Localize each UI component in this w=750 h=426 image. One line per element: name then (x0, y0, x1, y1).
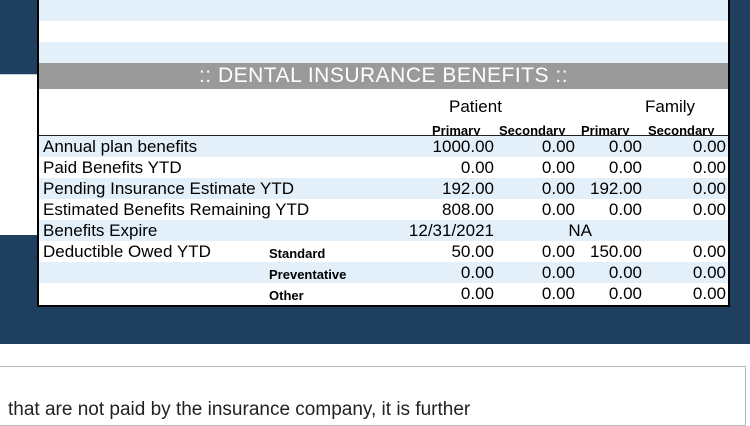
patient-secondary-value: 0.00 (541, 242, 575, 261)
patient-primary-header: Primary (432, 123, 481, 138)
patient-primary-value: 12/31/2021 (408, 221, 494, 240)
patient-header: Patient (449, 97, 502, 116)
benefits-table: Patient Family Primary Secondary Primary… (39, 96, 728, 304)
patient-secondary-value: 0.00 (541, 263, 575, 282)
patient-secondary-value: 0.00 (541, 158, 575, 177)
family-secondary-value: 0.00 (692, 179, 726, 198)
patient-primary-value: 50.00 (451, 242, 494, 261)
section-title: :: DENTAL INSURANCE BENEFITS :: (39, 63, 728, 89)
patient-secondary-value: 0.00 (541, 200, 575, 219)
row-sub-label: Other (269, 288, 304, 303)
patient-secondary-value: NA (568, 221, 592, 240)
patient-secondary-value: 0.00 (541, 137, 575, 156)
stripe-row (39, 0, 728, 21)
stripe-row (39, 21, 728, 42)
table-row: Estimated Benefits Remaining YTD 808.00 … (39, 199, 728, 220)
patient-primary-value: 0.00 (460, 263, 494, 282)
table-row: Pending Insurance Estimate YTD 192.00 0.… (39, 178, 728, 199)
row-label: Estimated Benefits Remaining YTD (43, 200, 310, 219)
description-text: that are not paid by the insurance compa… (8, 399, 471, 420)
family-secondary-value: 0.00 (692, 137, 726, 156)
table-row: Preventative 0.00 0.00 0.00 0.00 (39, 262, 728, 283)
family-secondary-value: 0.00 (692, 200, 726, 219)
table-row: Benefits Expire 12/31/2021 NA (39, 220, 728, 241)
family-primary-value: 192.00 (590, 179, 642, 198)
row-label: Pending Insurance Estimate YTD (43, 179, 295, 198)
family-secondary-value: 0.00 (692, 263, 726, 282)
row-label: Benefits Expire (43, 221, 158, 240)
patient-primary-value: 0.00 (460, 158, 494, 177)
patient-primary-value: 808.00 (442, 200, 494, 219)
left-side-panel (0, 74, 42, 235)
family-primary-value: 0.00 (608, 137, 642, 156)
row-label: Deductible Owed YTD (43, 242, 211, 261)
table-row: Deductible Owed YTD Standard 50.00 0.00 … (39, 241, 728, 262)
family-secondary-header: Secondary (648, 123, 715, 138)
family-primary-value: 0.00 (608, 284, 642, 303)
stripe-row (39, 42, 728, 63)
table-row: Other 0.00 0.00 0.00 0.00 (39, 283, 728, 304)
row-label: Paid Benefits YTD (43, 158, 182, 177)
patient-primary-value: 1000.00 (432, 137, 494, 156)
row-label: Annual plan benefits (43, 137, 198, 156)
description-panel: that are not paid by the insurance compa… (0, 366, 746, 426)
family-secondary-value: 0.00 (692, 284, 726, 303)
family-primary-value: 0.00 (608, 158, 642, 177)
family-primary-value: 0.00 (608, 200, 642, 219)
family-primary-header: Primary (581, 123, 630, 138)
table-row: Paid Benefits YTD 0.00 0.00 0.00 0.00 (39, 157, 728, 178)
row-sub-label: Preventative (269, 267, 347, 282)
group-header-row: Patient Family (39, 96, 728, 117)
patient-primary-value: 0.00 (460, 284, 494, 303)
row-sub-label: Standard (269, 246, 326, 261)
family-primary-value: 150.00 (590, 242, 642, 261)
table-row: Annual plan benefits 1000.00 0.00 0.00 0… (39, 135, 728, 157)
sub-header-row: Primary Secondary Primary Secondary (39, 117, 728, 138)
family-secondary-value: 0.00 (692, 158, 726, 177)
patient-secondary-value: 0.00 (541, 284, 575, 303)
patient-secondary-header: Secondary (499, 123, 566, 138)
patient-secondary-value: 0.00 (541, 179, 575, 198)
family-primary-value: 0.00 (608, 263, 642, 282)
family-header: Family (645, 97, 696, 116)
patient-primary-value: 192.00 (442, 179, 494, 198)
family-secondary-value: 0.00 (692, 242, 726, 261)
dental-benefits-card: :: DENTAL INSURANCE BENEFITS :: Patient … (37, 0, 730, 307)
